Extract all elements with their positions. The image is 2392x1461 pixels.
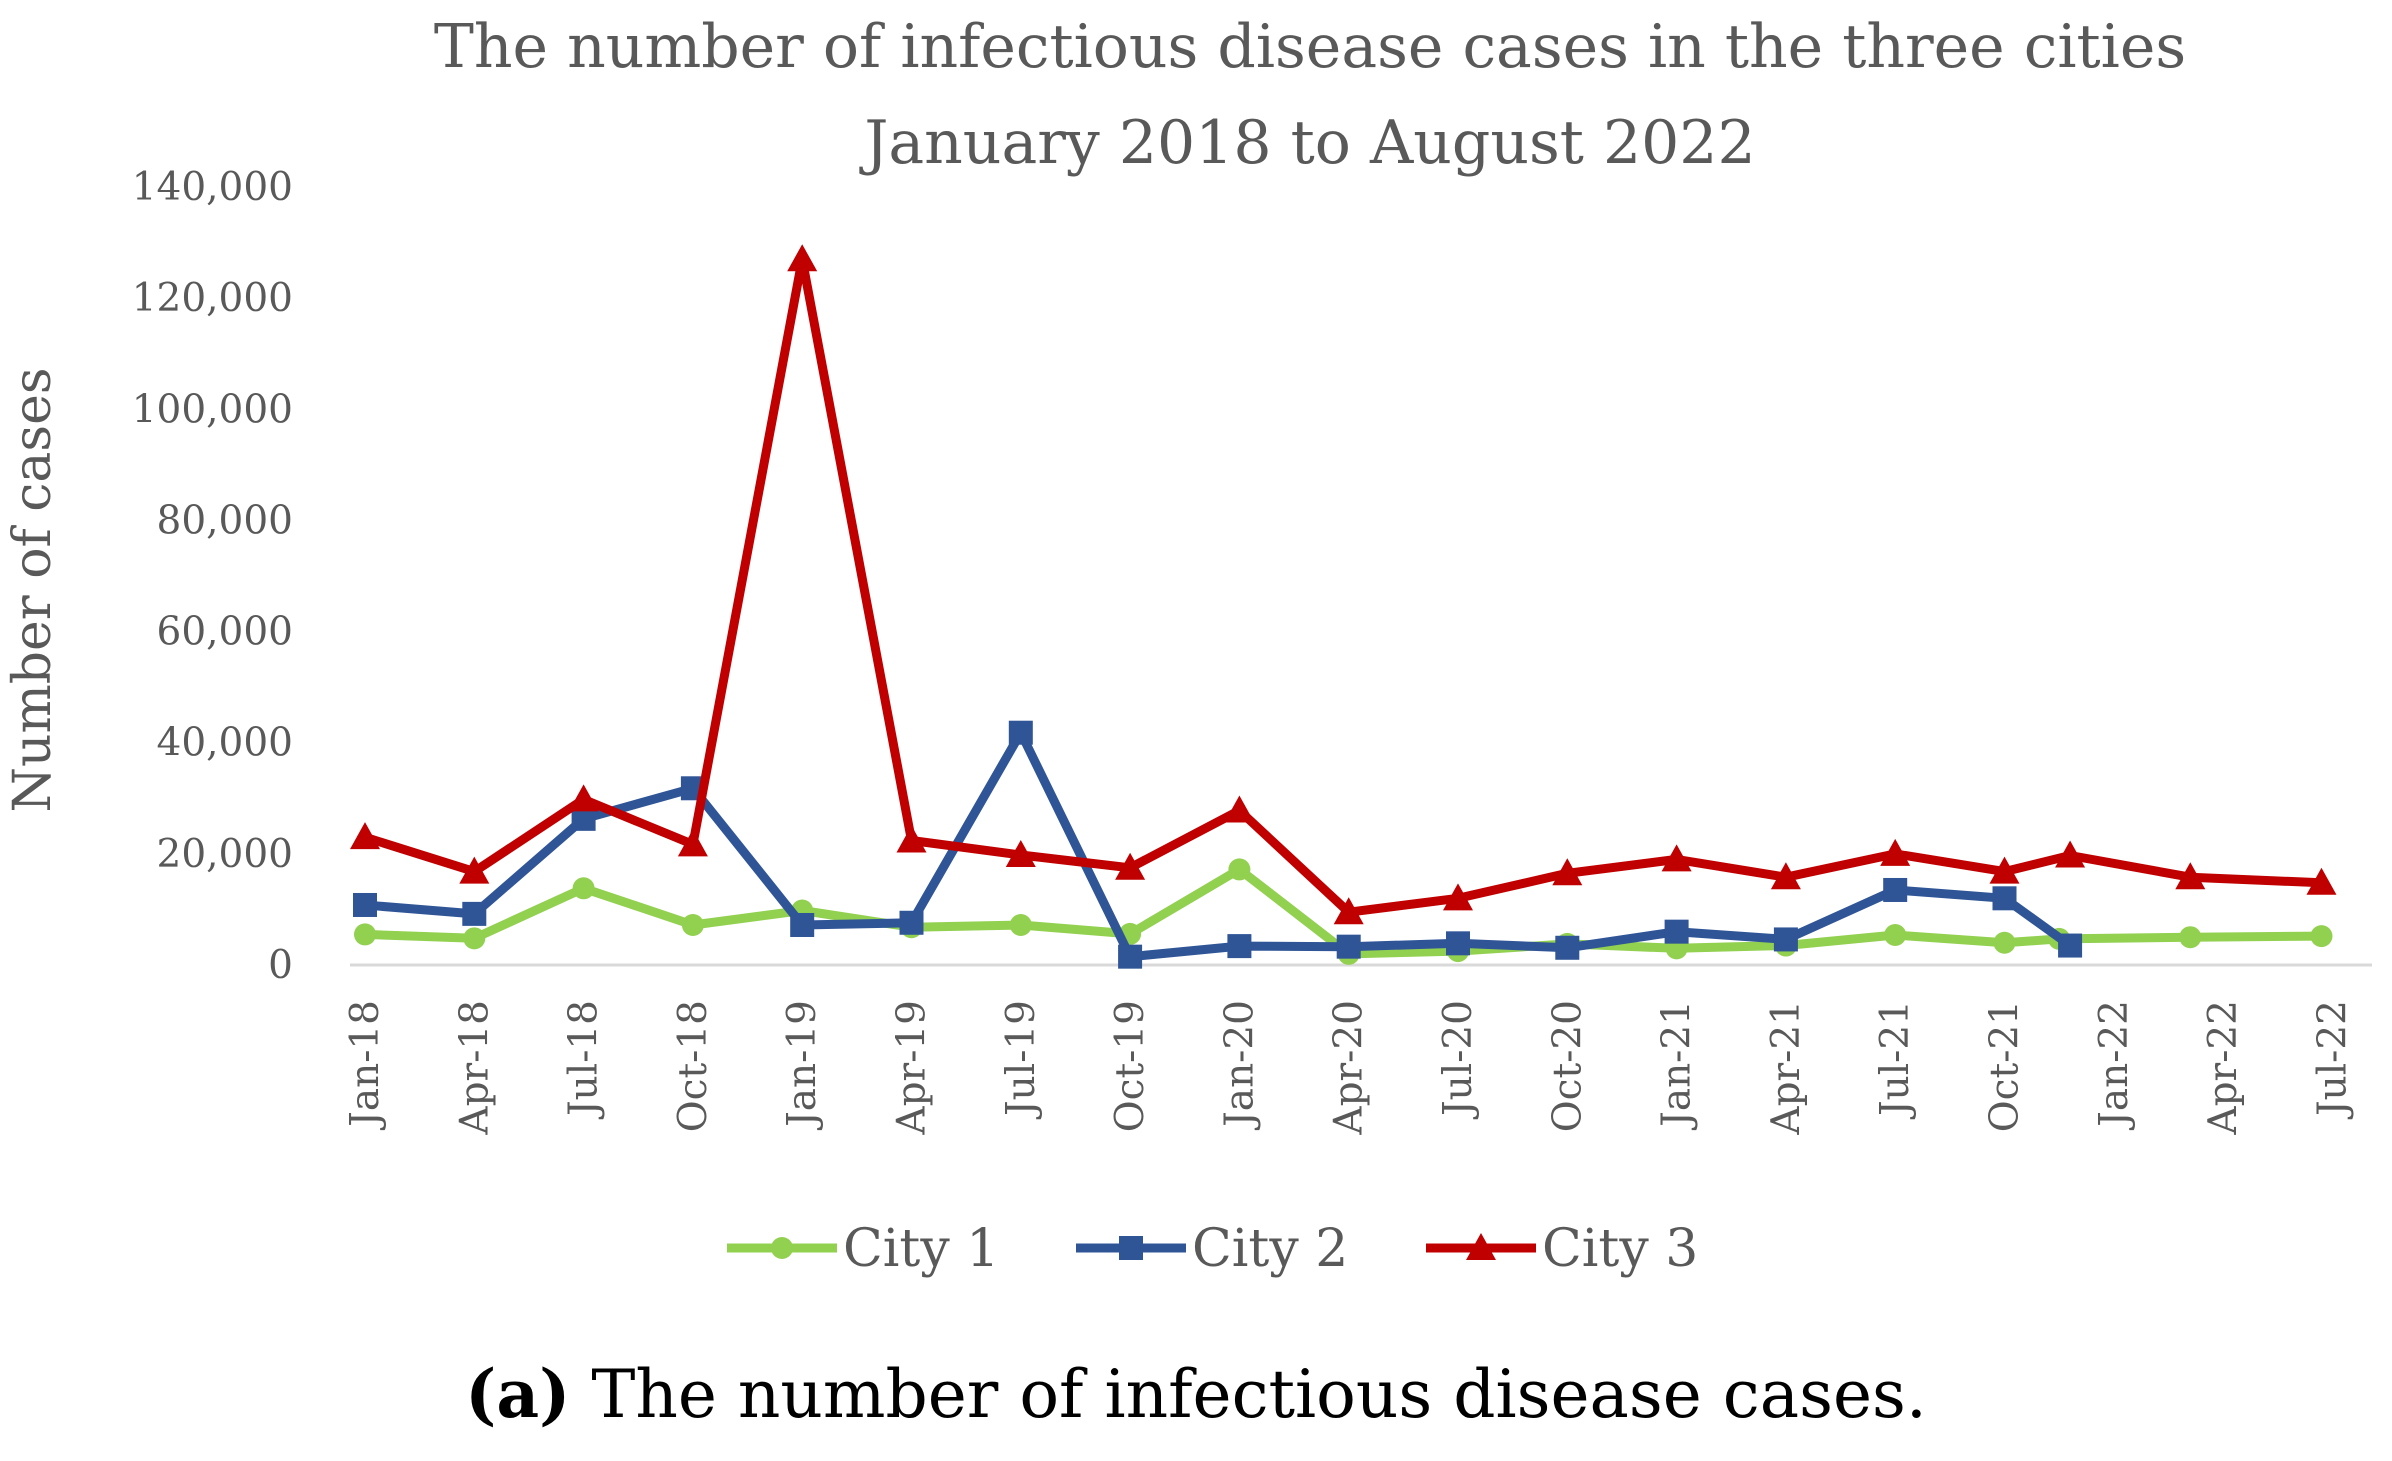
city-2-point	[1118, 944, 1143, 969]
chart: The number of infectious disease cases i…	[3, 12, 2372, 1279]
y-axis-label: Number of cases	[3, 367, 63, 812]
city-3-point	[677, 829, 708, 857]
city-1-point	[1009, 913, 1032, 936]
caption-text: The number of infectious disease cases.	[570, 1356, 1927, 1433]
city-3-point	[1661, 844, 1692, 872]
city-3-point	[1989, 856, 2020, 884]
x-tick-label: Oct-18	[671, 1000, 716, 1132]
city-3-point	[1224, 795, 1255, 823]
city-2-point	[1992, 886, 2017, 911]
city-1-point	[1884, 923, 1907, 946]
x-tick-label: Oct-20	[1545, 1000, 1590, 1132]
x-tick-label: Jul-22	[2310, 1000, 2355, 1120]
city-2-line	[360, 728, 2075, 962]
x-tick-label: Apr-21	[1764, 1000, 1809, 1136]
city-1-point	[1993, 931, 2016, 954]
city-3-point	[896, 825, 927, 853]
x-tick-label: Jul-18	[562, 1000, 607, 1120]
city-3-point	[1333, 897, 1364, 925]
city-2-point	[1446, 931, 1470, 956]
x-tick-label: Jan-19	[780, 1000, 825, 1131]
x-tick-label: Apr-22	[2201, 1000, 2246, 1136]
x-tick-label: Jan-18	[343, 1000, 388, 1131]
chart-title: The number of infectious disease cases i…	[434, 12, 2186, 178]
x-tick-label: Jul-21	[1873, 1000, 1918, 1120]
city-3-point	[1770, 862, 1801, 890]
city-2-point	[1227, 934, 1252, 959]
chart-title-line-2: January 2018 to August 2022	[858, 108, 1755, 178]
city-1-point	[572, 877, 595, 900]
legend: City 1 City 2 City 3	[727, 1219, 1698, 1279]
y-tick-label: 0	[268, 943, 293, 988]
city-3-series	[350, 244, 2337, 925]
chart-title-line-1: The number of infectious disease cases i…	[434, 12, 2186, 82]
x-tick-label: Jan-22	[2092, 1000, 2137, 1131]
x-tick-label: Oct-19	[1108, 1000, 1153, 1132]
legend-swatch-marker	[1466, 1233, 1496, 1260]
legend-swatch-marker	[1119, 1236, 1143, 1260]
city-2-point	[1008, 720, 1033, 745]
city-3-point	[459, 856, 490, 884]
x-tick-label: Jul-19	[999, 1000, 1044, 1120]
legend-label: City 2	[1192, 1219, 1348, 1279]
caption-label: (a)	[465, 1355, 571, 1433]
legend-swatch-marker	[771, 1237, 793, 1259]
city-2-point	[1555, 935, 1580, 960]
city-3-point	[1005, 839, 1036, 867]
legend-item-city-2: City 2	[1076, 1219, 1348, 1279]
city-3-point	[1115, 852, 1146, 880]
city-1-point	[681, 913, 704, 936]
city-1-point	[463, 927, 486, 950]
city-3-line	[360, 254, 2326, 917]
x-tick-label: Jul-20	[1436, 1000, 1481, 1120]
city-1-point	[2179, 926, 2202, 949]
city-2-point	[462, 901, 487, 926]
city-3-point	[350, 822, 380, 850]
city-2-point	[353, 892, 377, 917]
x-tick-label: Apr-20	[1327, 1000, 1372, 1136]
y-tick-label: 80,000	[157, 498, 293, 543]
series-group	[350, 244, 2337, 969]
city-1-point	[2310, 925, 2333, 948]
city-3-point	[1552, 858, 1583, 886]
y-tick-label: 60,000	[157, 610, 293, 655]
x-tick-label: Jan-20	[1217, 1000, 1262, 1131]
y-tick-label: 20,000	[157, 832, 293, 877]
y-axis-ticks: 0 20,000 40,000 60,000 80,000 100,000 120,000 1…	[132, 165, 293, 988]
city-3-point	[568, 784, 599, 812]
city-2-point	[2058, 933, 2083, 958]
figure-caption: (a) The number of infectious disease cas…	[0, 1355, 2392, 1433]
legend-item-city-3: City 3	[1426, 1219, 1698, 1279]
legend-label: City 3	[1542, 1219, 1698, 1279]
y-tick-label: 120,000	[132, 276, 293, 321]
y-tick-label: 100,000	[132, 387, 293, 432]
city-2-point	[1773, 927, 1798, 952]
legend-label: City 1	[843, 1219, 999, 1279]
y-tick-label: 140,000	[132, 165, 293, 210]
city-1-point	[1228, 858, 1251, 881]
city-1-point	[354, 923, 376, 946]
city-3-point	[787, 244, 818, 272]
x-tick-label: Jan-21	[1655, 1000, 1700, 1131]
city-3-point	[1443, 883, 1473, 911]
city-3-point	[2306, 867, 2337, 895]
city-3-point	[1880, 838, 1911, 866]
x-axis-ticks: Jan-18 Apr-18 Jul-18 Oct-18 Jan-19 Apr-19 Jul-…	[343, 1000, 2355, 1136]
city-2-point	[1664, 919, 1689, 944]
legend-item-city-1: City 1	[727, 1219, 999, 1279]
city-2-point	[899, 910, 924, 935]
city-2-point	[790, 912, 815, 937]
y-tick-label: 40,000	[157, 721, 293, 766]
x-tick-label: Apr-18	[452, 1000, 497, 1136]
city-2-point	[1336, 934, 1361, 959]
city-2-series	[353, 720, 2083, 969]
x-tick-label: Apr-19	[890, 1000, 935, 1136]
x-tick-label: Oct-21	[1983, 1000, 2028, 1132]
city-2-point	[1883, 877, 1908, 902]
city-3-point	[2175, 862, 2206, 890]
city-3-point	[2055, 840, 2086, 868]
